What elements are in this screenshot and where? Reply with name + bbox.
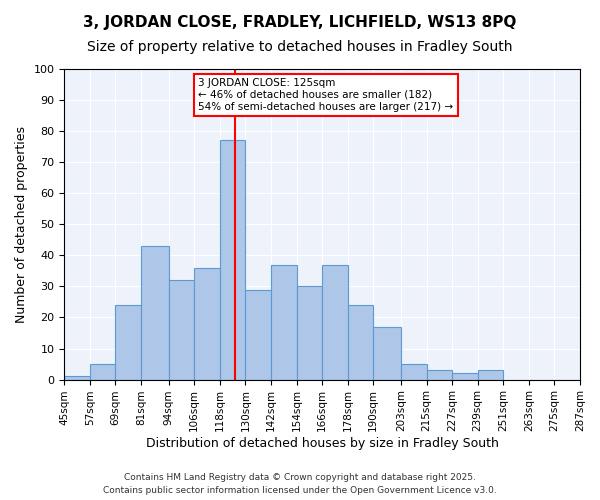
Bar bbox=[322, 264, 348, 380]
Bar bbox=[115, 305, 141, 380]
Bar bbox=[245, 290, 271, 380]
Bar bbox=[194, 268, 220, 380]
Bar bbox=[373, 327, 401, 380]
Bar bbox=[141, 246, 169, 380]
Y-axis label: Number of detached properties: Number of detached properties bbox=[15, 126, 28, 323]
Bar bbox=[401, 364, 427, 380]
Bar bbox=[478, 370, 503, 380]
Text: 3, JORDAN CLOSE, FRADLEY, LICHFIELD, WS13 8PQ: 3, JORDAN CLOSE, FRADLEY, LICHFIELD, WS1… bbox=[83, 15, 517, 30]
Text: Contains HM Land Registry data © Crown copyright and database right 2025.
Contai: Contains HM Land Registry data © Crown c… bbox=[103, 474, 497, 495]
Bar bbox=[296, 286, 322, 380]
Bar bbox=[169, 280, 194, 380]
Bar bbox=[271, 264, 296, 380]
Bar bbox=[452, 374, 478, 380]
Bar bbox=[90, 364, 115, 380]
Bar bbox=[348, 305, 373, 380]
Text: Size of property relative to detached houses in Fradley South: Size of property relative to detached ho… bbox=[87, 40, 513, 54]
Bar bbox=[220, 140, 245, 380]
Bar bbox=[64, 376, 90, 380]
X-axis label: Distribution of detached houses by size in Fradley South: Distribution of detached houses by size … bbox=[146, 437, 499, 450]
Text: 3 JORDAN CLOSE: 125sqm
← 46% of detached houses are smaller (182)
54% of semi-de: 3 JORDAN CLOSE: 125sqm ← 46% of detached… bbox=[199, 78, 454, 112]
Bar bbox=[427, 370, 452, 380]
